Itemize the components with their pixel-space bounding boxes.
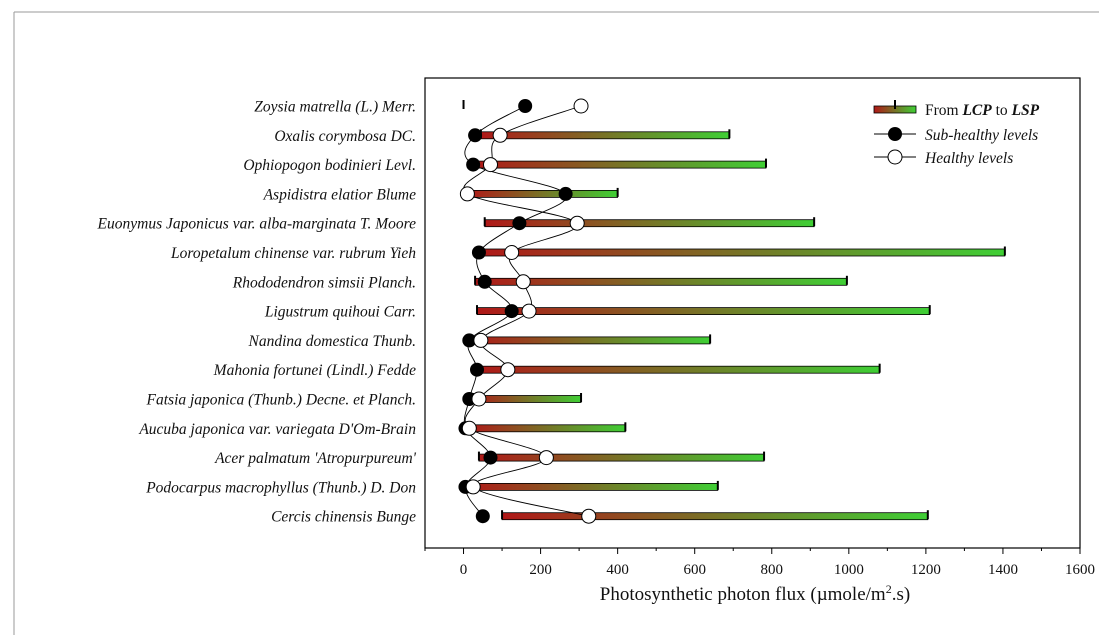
subhealthy-point [466,157,481,172]
x-tick-label: 0 [460,562,468,578]
x-axis-title: Photosynthetic photon flux (µmole/m2.s) [600,582,910,605]
healthy-point [569,215,585,231]
subhealthy-point [468,128,483,143]
legend-item-subhealthy: Sub-healthy levels [874,127,1038,144]
subhealthy-point [462,333,477,348]
healthy-point [471,391,487,407]
healthy-point [538,450,554,466]
category-label: Fatsia japonica (Thunb.) Decne. et Planc… [146,392,416,409]
healthy-point [461,420,477,436]
range-bar [478,248,1006,257]
x-tick-label: 400 [606,562,629,578]
category-label: Ophiopogon bodinieri Levl. [243,157,416,174]
x-tick-label: 1000 [834,562,864,578]
category-label: Rhododendron simsii Planch. [232,274,416,291]
category-labels-layer: Zoysia matrella (L.) Merr. Oxalis corymbo… [97,99,417,526]
category-label: Ligustrum quihoui Carr. [264,304,416,321]
healthy-point [581,508,597,524]
healthy-point [473,332,489,348]
subhealthy-point [558,186,573,201]
category-label: Podocarpus macrophyllus (Thunb.) D. Don [145,479,416,496]
x-tick-label: 1200 [911,562,941,578]
x-tick-label: 1600 [1065,562,1095,578]
category-label: Cercis chinensis Bunge [271,509,416,526]
legend-subhealthy-label: Sub-healthy levels [925,127,1038,144]
subhealthy-point [518,99,533,113]
range-bars-layer [462,100,1006,521]
points-layer [458,98,597,524]
healthy-point [500,362,516,378]
x-tick-label: 1400 [988,562,1018,578]
x-tick-label: 800 [761,562,784,578]
category-label: Zoysia matrella (L.) Merr. [254,99,416,116]
plot-area [424,77,1081,549]
legend: From LCP to LSP Sub-healthy levels Healt… [873,100,1040,167]
category-label: Acer palmatum 'Atropurpureum' [214,450,417,467]
subhealthy-point [483,450,498,465]
subhealthy-point [512,216,527,231]
subhealthy-point [475,509,490,524]
range-bar [474,277,848,286]
healthy-point [459,186,475,202]
legend-subhealthy-marker [888,127,902,141]
subhealthy-point [477,274,492,289]
range-bar [501,512,929,521]
subhealthy-point [504,304,519,319]
category-label: Euonymus Japonicus var. alba-marginata T… [97,216,417,233]
range-bar [466,482,719,491]
healthy-point [492,127,508,143]
category-label: Aucuba japonica var. variegata D'Om-Brai… [138,421,416,438]
range-bar [466,189,619,198]
healthy-point [483,157,498,173]
legend-healthy-marker [887,149,903,165]
legend-item-range: From LCP to LSP [873,100,1040,119]
subhealthy-point [471,245,486,260]
healthy-point [504,245,520,260]
healthy-point [573,98,589,114]
range-bar [468,336,711,345]
legend-range-label: From LCP to LSP [925,102,1040,119]
category-label: Nandina domestica Thunb. [248,333,417,350]
range-bar [472,395,582,403]
range-bar [480,131,730,140]
category-label: Mahonia fortunei (Lindl.) Fedde [213,362,416,379]
x-tick-label: 600 [683,562,706,578]
healthy-point [521,303,537,319]
range-bar [474,160,767,169]
legend-item-healthy: Healthy levels [874,149,1013,167]
category-label: Oxalis corymbosa DC. [274,128,416,145]
category-label: Loropetalum chinense var. rubrum Yieh [170,245,416,262]
category-label: Aspidistra elatior Blume [263,186,417,203]
subhealthy-point [470,362,485,377]
x-tick-label: 200 [529,562,552,578]
legend-healthy-label: Healthy levels [924,150,1013,167]
range-bar [478,453,765,462]
healthy-point [515,274,531,290]
range-bar [484,219,815,228]
range-bar [468,424,626,433]
range-bar [474,365,881,374]
x-axis: 0 200 400 600 800 1000 1200 1400 1600 [424,548,1095,578]
healthy-point [465,479,481,495]
range-bar [476,307,931,316]
